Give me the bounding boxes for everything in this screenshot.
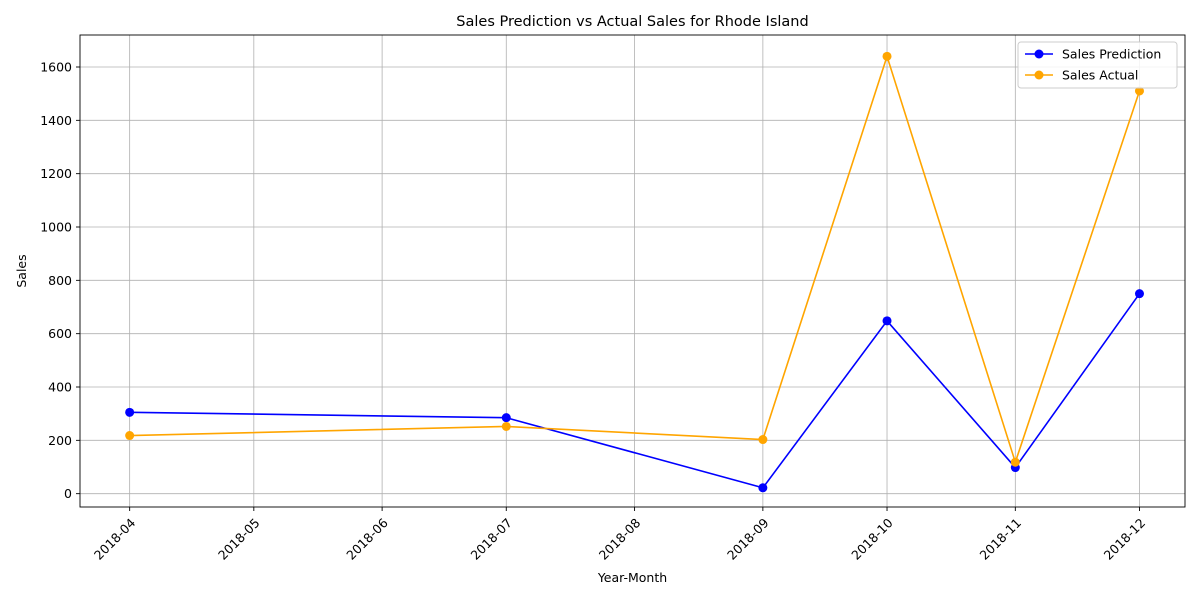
sales-prediction-point	[125, 407, 135, 417]
y-tick-label: 1200	[40, 166, 72, 181]
x-tick-label: 2018-06	[343, 515, 391, 563]
y-axis-label: Sales	[14, 254, 29, 287]
series-layer	[125, 51, 1144, 493]
legend-sales-prediction-label: Sales Prediction	[1062, 47, 1161, 62]
legend: Sales Prediction Sales Actual	[1017, 41, 1178, 89]
x-tick-label: 2018-07	[467, 515, 515, 563]
sales-actual-point	[1010, 457, 1020, 467]
sales-prediction-point	[1134, 289, 1144, 299]
sales-actual-point	[501, 421, 511, 431]
grid-lines	[80, 35, 1185, 507]
x-tick-label: 2018-10	[848, 515, 896, 563]
y-tick-label: 1600	[40, 60, 72, 75]
x-tick-label: 2018-11	[977, 515, 1025, 563]
sales-prediction-point	[758, 483, 768, 493]
x-axis-label: Year-Month	[597, 570, 667, 585]
sales-actual-point	[1134, 86, 1144, 96]
sales-actual-point	[758, 435, 768, 445]
x-tick-label: 2018-09	[724, 515, 772, 563]
sales-actual-line	[129, 53, 1141, 465]
legend-sales-actual-marker	[1034, 70, 1044, 80]
y-tick-label: 1000	[40, 220, 72, 235]
legend-box	[1017, 41, 1178, 89]
y-tick-label: 200	[48, 433, 72, 448]
sales-actual-point	[882, 51, 892, 61]
x-tick-label: 2018-05	[215, 515, 263, 563]
legend-sales-prediction-marker	[1034, 49, 1044, 59]
y-tick-label: 600	[48, 326, 72, 341]
y-tick-label: 1400	[40, 113, 72, 128]
sales-prediction-point	[882, 316, 892, 326]
sales-actual-point	[125, 431, 135, 441]
legend-sales-actual-label: Sales Actual	[1062, 68, 1138, 83]
chart-title: Sales Prediction vs Actual Sales for Rho…	[456, 14, 808, 30]
sales-prediction-line	[129, 293, 1141, 489]
x-tick-label: 2018-04	[91, 515, 139, 563]
axis-ticks: 2018-04 2018-05 2018-06 2018-07 2018-08 2018-…	[40, 60, 1148, 563]
y-tick-label: 0	[64, 486, 72, 501]
y-tick-label: 400	[48, 380, 72, 395]
sales-prediction-point	[501, 413, 511, 423]
x-tick-label: 2018-12	[1101, 515, 1149, 563]
x-tick-label: 2018-08	[596, 515, 644, 563]
plot-area-frame	[79, 34, 1186, 508]
y-tick-label: 800	[48, 273, 72, 288]
